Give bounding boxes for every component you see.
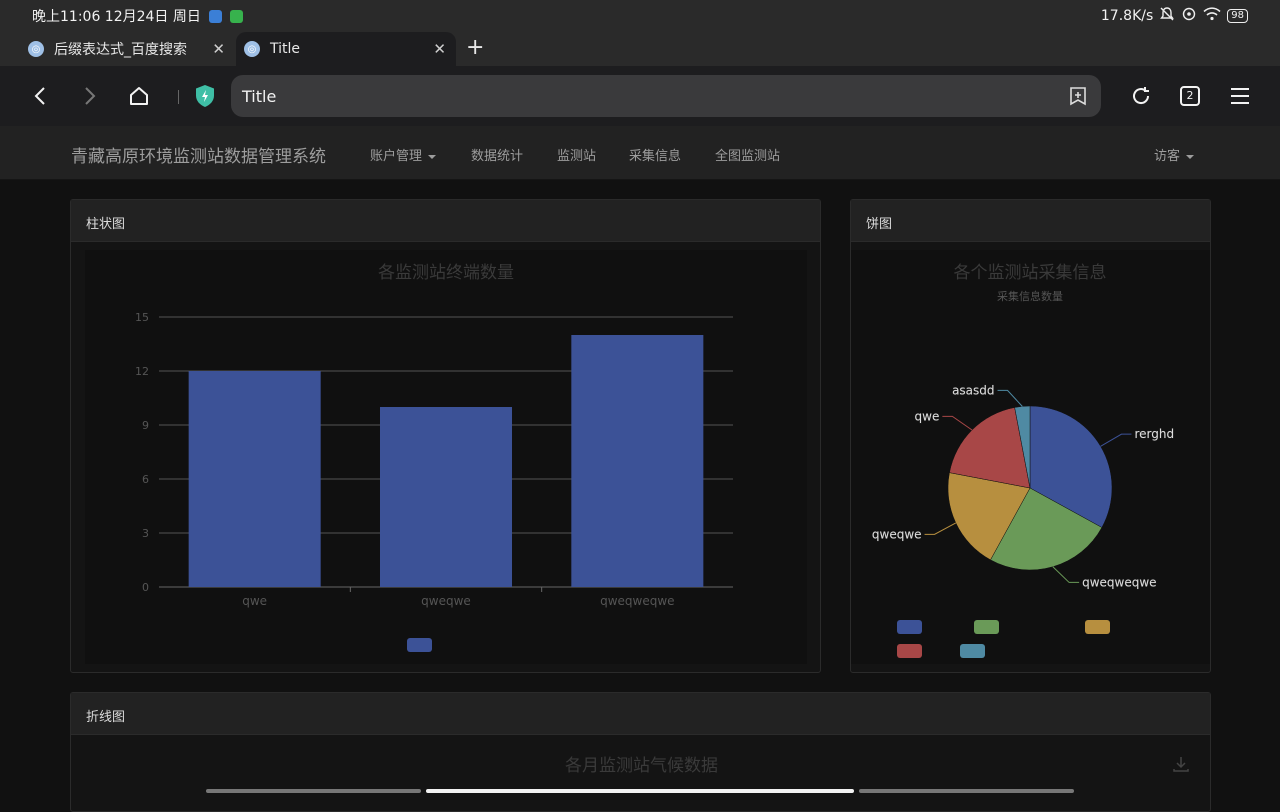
chart-subtitle: 采集信息数量 <box>997 289 1063 303</box>
panel-heading: 柱状图 <box>71 200 820 242</box>
legend-swatch <box>974 620 999 634</box>
x-tick-label: qweqwe <box>421 594 471 608</box>
y-tick-label: 3 <box>142 527 149 540</box>
nav-data-statistics[interactable]: 数据统计 <box>471 145 523 164</box>
shield-icon[interactable] <box>191 82 219 110</box>
pie-label-line <box>924 522 957 535</box>
wifi-icon <box>1203 6 1221 26</box>
notification-app-icon <box>208 9 222 23</box>
bar <box>571 335 704 587</box>
bar <box>379 407 513 587</box>
tab-title: 后缀表达式_百度搜索 <box>54 42 187 58</box>
pie-label: qweqwe <box>872 527 922 541</box>
pie-label: rerghd <box>1134 427 1174 441</box>
pie-slice <box>947 472 1031 561</box>
y-tick-label: 0 <box>142 581 149 594</box>
nav-label: 全图监测站 <box>715 149 781 164</box>
pie-chart: 各个监测站采集信息采集信息数量rerghdqweqweqweqweqweqwea… <box>851 250 1210 664</box>
nav-account-management[interactable]: 账户管理 <box>370 145 437 164</box>
tab-count-icon[interactable]: 2 <box>1176 82 1204 110</box>
globe-icon: ◎ <box>244 41 260 57</box>
user-menu-label: 访客 <box>1154 149 1181 164</box>
browser-tab-active[interactable]: ◎ Title ✕ <box>236 32 456 66</box>
y-tick-label: 9 <box>142 419 149 432</box>
hotspot-icon <box>1181 6 1197 26</box>
pie-label-line <box>1052 566 1080 583</box>
address-text: Title <box>242 86 277 106</box>
close-icon[interactable]: ✕ <box>433 40 446 58</box>
pie-slice <box>949 407 1031 489</box>
line-chart-title: 各月监测站气候数据 <box>565 756 718 776</box>
nav-monitoring-stations[interactable]: 监测站 <box>557 145 596 164</box>
toolbar-divider <box>178 90 179 104</box>
user-menu[interactable]: 访客 <box>1154 145 1195 164</box>
panel-heading: 饼图 <box>851 200 1210 242</box>
download-icon[interactable] <box>1172 755 1190 777</box>
browser-toolbar: Title 2 <box>0 66 1280 126</box>
legend-swatch <box>1085 620 1110 634</box>
chart-title: 各监测站终端数量 <box>378 263 514 283</box>
nav-label: 账户管理 <box>370 149 423 164</box>
legend-swatch <box>897 644 922 658</box>
tab-count: 2 <box>1180 86 1200 106</box>
home-icon[interactable] <box>125 82 153 110</box>
pie-label-line <box>1100 433 1132 447</box>
caret-down-icon <box>428 154 437 159</box>
x-tick-label: qweqweqwe <box>600 594 674 608</box>
y-tick-label: 6 <box>142 473 149 486</box>
y-tick-label: 15 <box>135 311 149 324</box>
bar-chart-panel: 柱状图 各监测站终端数量 0 3 6 9 12 15 qwe qweqwe qweqweqwe <box>70 199 821 673</box>
status-time: 晚上11:06 12月24日 周日 <box>32 9 201 25</box>
nav-label: 监测站 <box>557 149 597 164</box>
legend-swatch <box>960 644 985 658</box>
pie-label-line <box>942 415 973 431</box>
address-bar[interactable]: Title <box>231 75 1101 117</box>
back-icon[interactable] <box>26 82 54 110</box>
browser-tab[interactable]: ◎ 后缀表达式_百度搜索 ✕ <box>20 32 235 66</box>
pie-slice <box>1029 405 1113 528</box>
pie-label: qwe <box>915 409 940 423</box>
globe-icon: ◎ <box>28 41 44 57</box>
legend-swatch <box>407 638 432 652</box>
tab-bar: ◎ 后缀表达式_百度搜索 ✕ ◎ Title ✕ <box>0 30 1280 66</box>
nav-station-map[interactable]: 全图监测站 <box>715 145 780 164</box>
caret-down-icon <box>1186 154 1195 159</box>
panel-heading: 折线图 <box>71 693 1210 735</box>
refresh-icon[interactable] <box>1127 82 1155 110</box>
mute-icon <box>1159 6 1175 26</box>
home-indicator[interactable] <box>426 789 854 793</box>
network-speed: 17.8K/s <box>1100 8 1154 24</box>
pie-label: qweqweqwe <box>1082 575 1156 589</box>
home-indicator-right <box>859 789 1074 793</box>
nav-label: 数据统计 <box>471 149 524 164</box>
close-icon[interactable]: ✕ <box>212 40 225 58</box>
line-chart-panel: 折线图 各月监测站气候数据 <box>70 692 1211 812</box>
nav-label: 采集信息 <box>629 149 682 164</box>
battery-icon: 98 <box>1227 9 1248 23</box>
pie-label-line <box>997 389 1023 407</box>
site-navbar: 青藏高原环境监测站数据管理系统 账户管理 数据统计 监测站 采集信息 全图监测站… <box>0 126 1280 180</box>
forward-icon[interactable] <box>76 82 104 110</box>
home-indicator-left <box>206 789 421 793</box>
status-bar: 晚上11:06 12月24日 周日 17.8K/s 98 <box>0 0 1280 30</box>
y-tick-label: 12 <box>135 365 149 378</box>
site-brand[interactable]: 青藏高原环境监测站数据管理系统 <box>71 147 326 167</box>
tab-title: Title <box>270 41 301 57</box>
pie-label: asasdd <box>952 383 994 397</box>
pie-slice <box>990 487 1103 571</box>
bar <box>188 371 321 587</box>
legend-swatch <box>897 620 922 634</box>
new-tab-icon[interactable]: + <box>466 35 485 60</box>
pie-chart-panel: 饼图 各个监测站采集信息 采集信息数量 rerghd qweqweqwe qweqwe q… <box>850 199 1211 673</box>
bookmark-add-icon[interactable] <box>1069 86 1087 110</box>
nav-collection-info[interactable]: 采集信息 <box>629 145 681 164</box>
chart-title: 各个监测站采集信息 <box>954 263 1107 283</box>
x-tick-label: qwe <box>242 594 267 608</box>
notification-app-icon <box>229 9 243 23</box>
menu-icon[interactable] <box>1226 82 1254 110</box>
